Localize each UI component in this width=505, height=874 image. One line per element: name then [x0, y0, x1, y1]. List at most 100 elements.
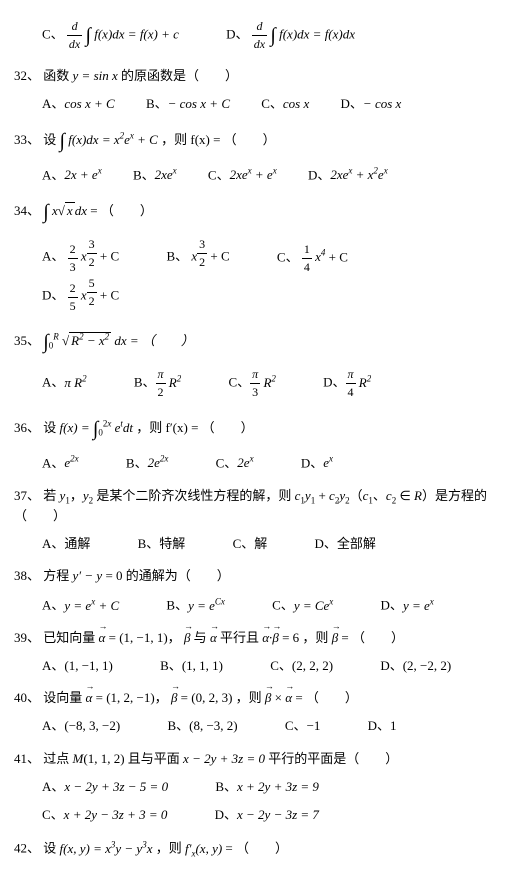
label: D、 [42, 288, 64, 303]
q39: 39、 已知向量 α = (1, −1, 1)， β 与 α 平行且 α∙β =… [14, 629, 491, 647]
q32-num: 32、 [14, 68, 40, 83]
q35-num: 35、 [14, 333, 40, 348]
q33-d: D、2xex + x2ex [308, 165, 388, 185]
label: C、 [229, 375, 251, 390]
label: D、 [323, 375, 345, 390]
label: C、 [285, 718, 307, 733]
q39-a: A、(1, −1, 1) [42, 657, 113, 675]
coef: π2 [156, 366, 166, 401]
tail: R2 [356, 375, 372, 390]
expr: y = ex [403, 598, 434, 613]
integrand: etdt [115, 420, 133, 435]
q40-c: C、−1 [285, 717, 321, 735]
label: C、 [277, 249, 299, 264]
q32-eq: y = sin x [73, 68, 118, 83]
q41-d: D、x − 2y − 3z = 7 [215, 806, 319, 824]
q34-num: 34、 [14, 203, 40, 218]
label: B、 [166, 598, 188, 613]
tail: R2 [166, 375, 182, 390]
tail: R2 [260, 375, 276, 390]
q35-d: D、π4 R2 [323, 366, 371, 401]
label: B、 [146, 96, 168, 111]
q36-text-a: 设 [43, 420, 59, 435]
expr: 1 [390, 718, 397, 733]
q32-c: C、cos x [261, 95, 309, 113]
label: A、 [42, 598, 64, 613]
expr: (2, −2, 2) [403, 658, 452, 673]
q37-c: C、解 [233, 535, 268, 553]
q38-opts: A、y = ex + C B、y = eCx C、y = Cex D、y = e… [14, 595, 491, 615]
frac-d-dx: ddx [67, 18, 82, 53]
pow: 4 [321, 248, 326, 258]
tail: + C [329, 249, 348, 264]
q34-d: D、 25 x52 + C [42, 275, 119, 314]
expr: y = eCx [188, 598, 225, 613]
q37-opts: A、通解 B、特解 C、解 D、全部解 [14, 535, 491, 553]
frac-d-dx-2: ddx [252, 18, 267, 53]
label: B、 [133, 167, 155, 182]
top-options: C、 ddx ∫ f(x)dx = f(x) + c D、 ddx ∫ f(x)… [14, 18, 491, 53]
expr: x − 2y + 3z − 5 = 0 [64, 779, 168, 794]
q38-num: 38、 [14, 568, 40, 583]
q34-sqrt: x [65, 202, 75, 218]
q32: 32、 函数 y = sin x 的原函数是（ ） [14, 67, 491, 85]
q36-lhs: f(x) = [60, 420, 93, 435]
q39-opts: A、(1, −1, 1) B、(1, 1, 1) C、(2, 2, 2) D、(… [14, 657, 491, 675]
label: A、 [42, 779, 64, 794]
tail: + C [100, 288, 119, 303]
q37-text: 若 y1，y2 是某个二阶齐次线性方程的解，则 c1y1 + c2y2（c1、c… [14, 488, 487, 523]
expr: − cos x [363, 96, 401, 111]
hi: 2x [103, 419, 112, 429]
label: B、 [134, 375, 156, 390]
q39-d: D、(2, −2, 2) [380, 657, 451, 675]
q38-a: A、y = ex + C [42, 595, 119, 615]
q33-text-a: 设 [43, 132, 56, 147]
expr: (−8, 3, −2) [64, 718, 120, 733]
q34-opts: A、 23 x32 + C B、 x32 + C C、 14 x4 + C D、… [14, 236, 491, 314]
q40-b: B、(8, −3, 2) [167, 717, 237, 735]
q40-a: A、(−8, 3, −2) [42, 717, 120, 735]
label: A、 [42, 375, 64, 390]
opt-c-expr: f(x)dx = f(x) + c [94, 26, 179, 41]
label: A、 [42, 658, 64, 673]
tail: + C [210, 249, 229, 264]
q41-num: 41、 [14, 751, 40, 766]
coef: 14 [302, 241, 312, 276]
exp: 32 [197, 236, 207, 271]
q32-text-b: 的原函数是（ ） [121, 68, 238, 83]
label: B、 [215, 779, 237, 794]
int-symbol: ∫ [270, 24, 275, 46]
label: A、 [42, 718, 64, 733]
q42: 42、 设 f(x, y) = x3y − y3x ，则 f′x(x, y) =… [14, 838, 491, 860]
exp: 52 [87, 275, 97, 310]
q33: 33、 设 ∫ f(x)dx = x2ex + C ，则 f(x) = （ ） [14, 127, 491, 155]
q32-b: B、− cos x + C [146, 95, 230, 113]
q36-d: D、ex [301, 453, 333, 473]
expr: (1, 1, 1) [182, 658, 223, 673]
var: x4 [315, 249, 325, 264]
q36: 36、 设 f(x) = ∫02x etdt ，则 f′(x) = （ ） [14, 415, 491, 443]
expr: 2e2x [148, 455, 169, 470]
label: D、 [301, 455, 323, 470]
q36-opts: A、e2x B、2e2x C、2ex D、ex [14, 453, 491, 473]
q36-b: B、2e2x [126, 453, 168, 473]
label: B、 [167, 718, 189, 733]
q38-d: D、y = ex [381, 595, 434, 615]
label: D、 [341, 96, 363, 111]
expr: − cos x + C [168, 96, 230, 111]
int-symbol: ∫ [86, 24, 91, 46]
q36-num: 36、 [14, 420, 40, 435]
q35-opts: A、π R2 B、π2 R2 C、π3 R2 D、π4 R2 [14, 366, 491, 401]
expr: cos x + C [64, 96, 114, 111]
q36-c: C、2ex [216, 453, 254, 473]
q41-b: B、x + 2y + 3z = 9 [215, 778, 319, 796]
q40-num: 40、 [14, 690, 40, 705]
expr: −1 [307, 718, 321, 733]
opt-d-label: D、 [226, 26, 248, 41]
expr: x + 2y + 3z = 9 [237, 779, 319, 794]
q33-a: A、2x + ex [42, 165, 102, 185]
label: D、 [368, 718, 390, 733]
q32-d: D、− cos x [341, 95, 402, 113]
q39-num: 39、 [14, 630, 40, 645]
q37-b: B、特解 [138, 535, 186, 553]
